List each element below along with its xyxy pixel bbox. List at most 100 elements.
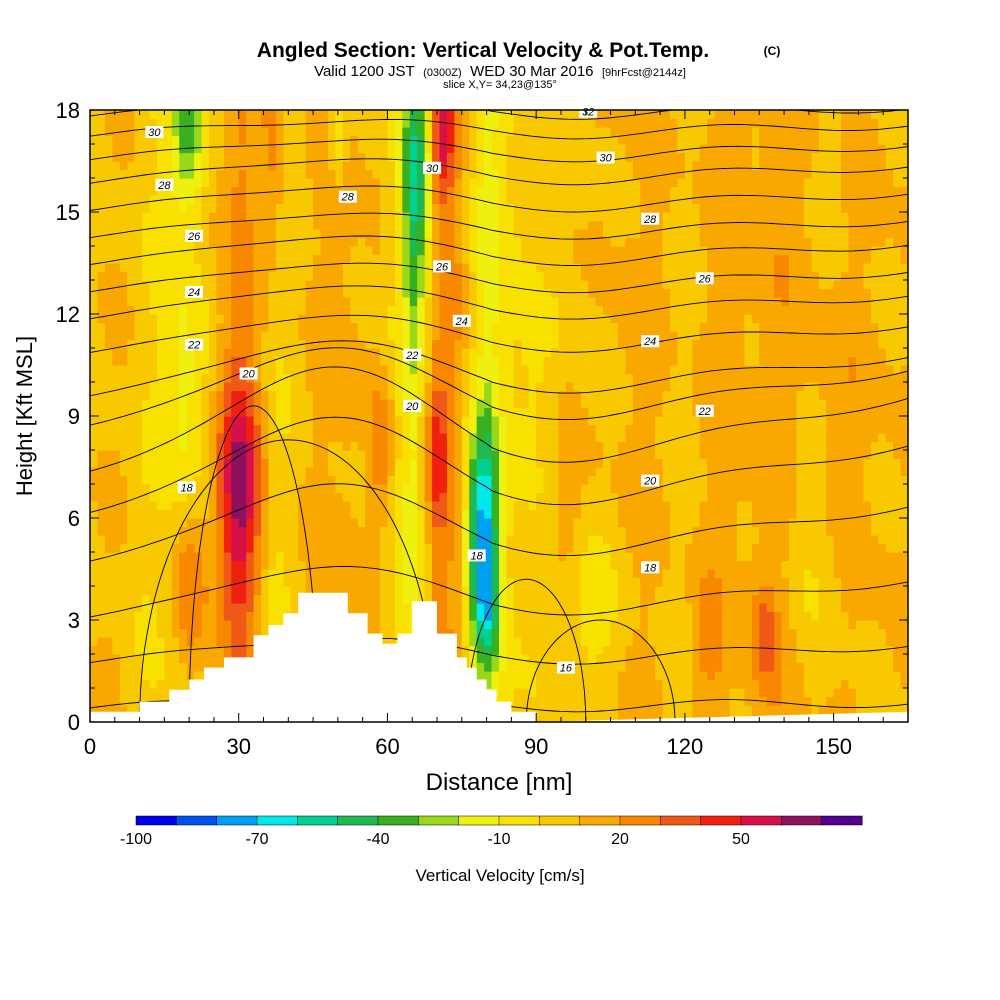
field-cell: [588, 390, 597, 400]
field-cell: [446, 611, 455, 621]
field-cell: [855, 433, 864, 443]
field-cell: [588, 467, 597, 477]
field-cell: [246, 407, 255, 417]
field-cell: [722, 637, 731, 647]
field-cell: [194, 382, 203, 392]
field-cell: [372, 552, 381, 562]
field-cell: [744, 696, 753, 706]
field-cell: [565, 382, 574, 392]
field-cell: [536, 552, 545, 562]
field-cell: [417, 433, 426, 443]
field-cell: [595, 705, 604, 715]
field-cell: [707, 671, 716, 681]
field-cell: [736, 450, 745, 460]
field-cell: [380, 543, 389, 553]
field-cell: [521, 586, 530, 596]
field-cell: [104, 586, 113, 596]
field-cell: [290, 492, 299, 502]
field-cell: [677, 441, 686, 451]
field-cell: [803, 424, 812, 434]
field-cell: [491, 535, 500, 545]
field-cell: [201, 552, 210, 562]
field-cell: [238, 518, 247, 528]
field-cell: [729, 645, 738, 655]
field-cell: [833, 492, 842, 502]
field-cell: [863, 356, 872, 366]
field-cell: [803, 603, 812, 613]
field-cell: [119, 390, 128, 400]
field-cell: [409, 365, 418, 375]
field-cell: [684, 654, 693, 664]
field-cell: [766, 339, 775, 349]
field-cell: [499, 416, 508, 426]
field-cell: [580, 577, 589, 587]
field-cell: [335, 390, 344, 400]
field-cell: [774, 526, 783, 536]
field-cell: [506, 671, 515, 681]
field-cell: [104, 433, 113, 443]
field-cell: [327, 560, 336, 570]
field-cell: [127, 467, 136, 477]
field-cell: [194, 348, 203, 358]
field-cell: [841, 450, 850, 460]
field-cell: [670, 356, 679, 366]
field-cell: [491, 433, 500, 443]
field-cell: [803, 654, 812, 664]
field-cell: [551, 679, 560, 689]
field-cell: [298, 543, 307, 553]
field-cell: [647, 688, 656, 698]
field-cell: [484, 390, 493, 400]
field-cell: [499, 518, 508, 528]
field-cell: [223, 365, 232, 375]
field-cell: [655, 637, 664, 647]
field-cell: [90, 688, 99, 698]
field-cell: [313, 441, 322, 451]
field-cell: [335, 501, 344, 511]
field-cell: [789, 679, 798, 689]
field-cell: [253, 331, 262, 341]
field-cell: [900, 475, 908, 485]
field-cell: [156, 382, 165, 392]
field-cell: [855, 543, 864, 553]
field-cell: [305, 424, 314, 434]
field-cell: [223, 441, 232, 451]
field-cell: [610, 577, 619, 587]
field-cell: [640, 671, 649, 681]
field-cell: [811, 365, 820, 375]
field-cell: [476, 509, 485, 519]
field-cell: [677, 339, 686, 349]
field-cell: [603, 645, 612, 655]
field-cell: [186, 390, 195, 400]
field-cell: [848, 458, 857, 468]
field-cell: [588, 688, 597, 698]
field-cell: [655, 382, 664, 392]
field-cell: [253, 586, 262, 596]
field-cell: [625, 569, 634, 579]
field-cell: [446, 399, 455, 409]
field-cell: [707, 509, 716, 519]
field-cell: [432, 348, 441, 358]
field-cell: [640, 433, 649, 443]
field-cell: [112, 407, 121, 417]
field-cell: [751, 509, 760, 519]
field-cell: [201, 433, 210, 443]
field-cell: [818, 535, 827, 545]
field-cell: [811, 407, 820, 417]
field-cell: [744, 645, 753, 655]
field-cell: [424, 399, 433, 409]
field-cell: [543, 671, 552, 681]
field-cell: [90, 484, 99, 494]
field-cell: [878, 603, 887, 613]
field-cell: [774, 662, 783, 672]
field-cell: [313, 331, 322, 341]
field-cell: [603, 475, 612, 485]
field-cell: [142, 543, 151, 553]
field-cell: [551, 577, 560, 587]
field-cell: [900, 424, 908, 434]
field-cell: [90, 509, 99, 519]
field-cell: [803, 620, 812, 630]
field-cell: [766, 407, 775, 417]
field-cell: [499, 348, 508, 358]
field-cell: [707, 543, 716, 553]
field-cell: [305, 433, 314, 443]
